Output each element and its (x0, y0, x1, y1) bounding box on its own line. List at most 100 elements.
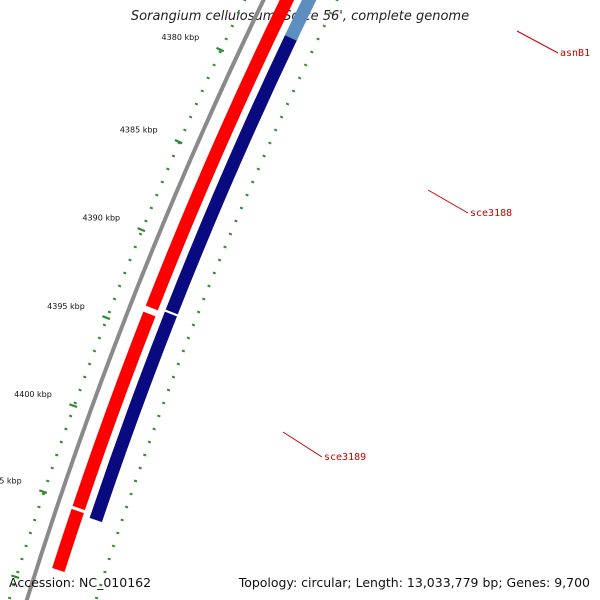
tick-mark (128, 258, 132, 262)
tick-mark (207, 284, 211, 288)
forward-gene-3 (145, 0, 295, 311)
tick-mark (273, 128, 278, 132)
tick-mark (194, 102, 199, 106)
tick-mark (28, 531, 33, 535)
tick-mark (64, 427, 68, 431)
scale-labels: 4380 kbp 4385 kbp 4390 kbp 4395 kbp 4400 kbp… (0, 33, 200, 485)
tick-mark (256, 167, 261, 171)
backbone-ring (24, 0, 266, 600)
major-tick (137, 227, 146, 233)
tick-mark (176, 362, 181, 366)
tick-mark (133, 245, 138, 249)
callout-line (516, 30, 559, 54)
gene-label-asnB1[interactable]: asnB1 (560, 48, 590, 59)
tick-mark (102, 323, 107, 327)
tick-mark (160, 180, 165, 184)
scale-label: 4395 kbp (47, 302, 85, 311)
tick-mark (181, 349, 186, 353)
scale-label: 4385 kbp (120, 125, 158, 134)
tick-mark (310, 50, 314, 54)
tick-mark (107, 310, 112, 314)
tick-mark (171, 154, 176, 158)
tick-mark (166, 167, 170, 171)
tick-mark (68, 414, 73, 418)
tick-mark (230, 24, 235, 28)
tick-mark (183, 128, 187, 132)
tick-mark (16, 570, 20, 574)
reverse-gene-1 (89, 311, 177, 523)
tick-mark (217, 258, 222, 262)
tick-mark (303, 63, 308, 67)
tick-mark (78, 388, 82, 392)
tick-mark (123, 271, 127, 275)
tick-mark (239, 206, 244, 210)
tick-mark (133, 479, 138, 483)
tick-mark (245, 193, 249, 197)
tick-mark (228, 232, 233, 236)
tick-mark (116, 531, 120, 535)
tick-mark (7, 596, 12, 600)
tick-mark (59, 440, 64, 444)
tick-mark (138, 232, 143, 236)
tick-marks (7, 0, 339, 600)
tick-mark (328, 11, 333, 15)
tick-mark (138, 466, 142, 470)
tick-mark (262, 154, 266, 158)
tick-mark (322, 24, 327, 28)
tick-mark (32, 518, 37, 522)
accession-text: Accession: NC_010162 (9, 575, 152, 590)
tick-mark (166, 388, 171, 392)
tick-mark (111, 544, 116, 548)
forward-gene-1 (52, 508, 84, 572)
tick-mark (212, 271, 217, 275)
tick-mark (202, 297, 206, 301)
tick-mark (37, 505, 41, 509)
tick-mark (191, 323, 196, 327)
tick-mark (120, 518, 124, 522)
gene-tracks (24, 0, 317, 600)
tick-mark (50, 466, 54, 470)
tick-mark (155, 193, 159, 197)
tick-mark (41, 492, 46, 496)
tick-mark (11, 583, 16, 587)
tick-mark (107, 557, 111, 561)
forward-gene-2 (72, 311, 156, 511)
major-tick (69, 403, 78, 409)
major-tick (38, 489, 48, 495)
tick-mark (55, 453, 59, 457)
tick-mark (92, 349, 97, 353)
tick-mark (24, 544, 28, 548)
tick-mark (99, 583, 103, 587)
tick-mark (171, 375, 176, 379)
tick-mark (206, 76, 210, 80)
tick-mark (268, 141, 272, 145)
tick-mark (242, 0, 247, 2)
tick-mark (83, 375, 87, 379)
gene-asnB1-bar (284, 0, 317, 41)
major-tick (174, 138, 183, 145)
tick-mark (218, 50, 222, 54)
tick-mark (291, 89, 296, 93)
major-tick (216, 46, 225, 53)
tick-mark (152, 427, 156, 431)
gene-label-sce3189[interactable]: sce3189 (324, 452, 366, 463)
tick-mark (149, 206, 154, 210)
tick-mark (335, 0, 339, 2)
tick-mark (46, 479, 50, 483)
tick-mark (200, 89, 205, 93)
callout-line (427, 189, 469, 214)
tick-mark (236, 11, 241, 15)
tick-mark (147, 440, 152, 444)
tick-mark (117, 284, 122, 288)
gene-label-sce3188[interactable]: sce3188 (470, 208, 512, 219)
tick-mark (97, 336, 102, 340)
tick-mark (144, 219, 148, 223)
tick-mark (112, 297, 117, 301)
scale-label: 4380 kbp (162, 33, 200, 42)
tick-mark (285, 102, 290, 106)
tick-mark (87, 362, 92, 366)
reverse-gene-2 (165, 33, 298, 315)
tick-mark (157, 414, 161, 418)
scale-label: 4400 kbp (14, 390, 52, 399)
